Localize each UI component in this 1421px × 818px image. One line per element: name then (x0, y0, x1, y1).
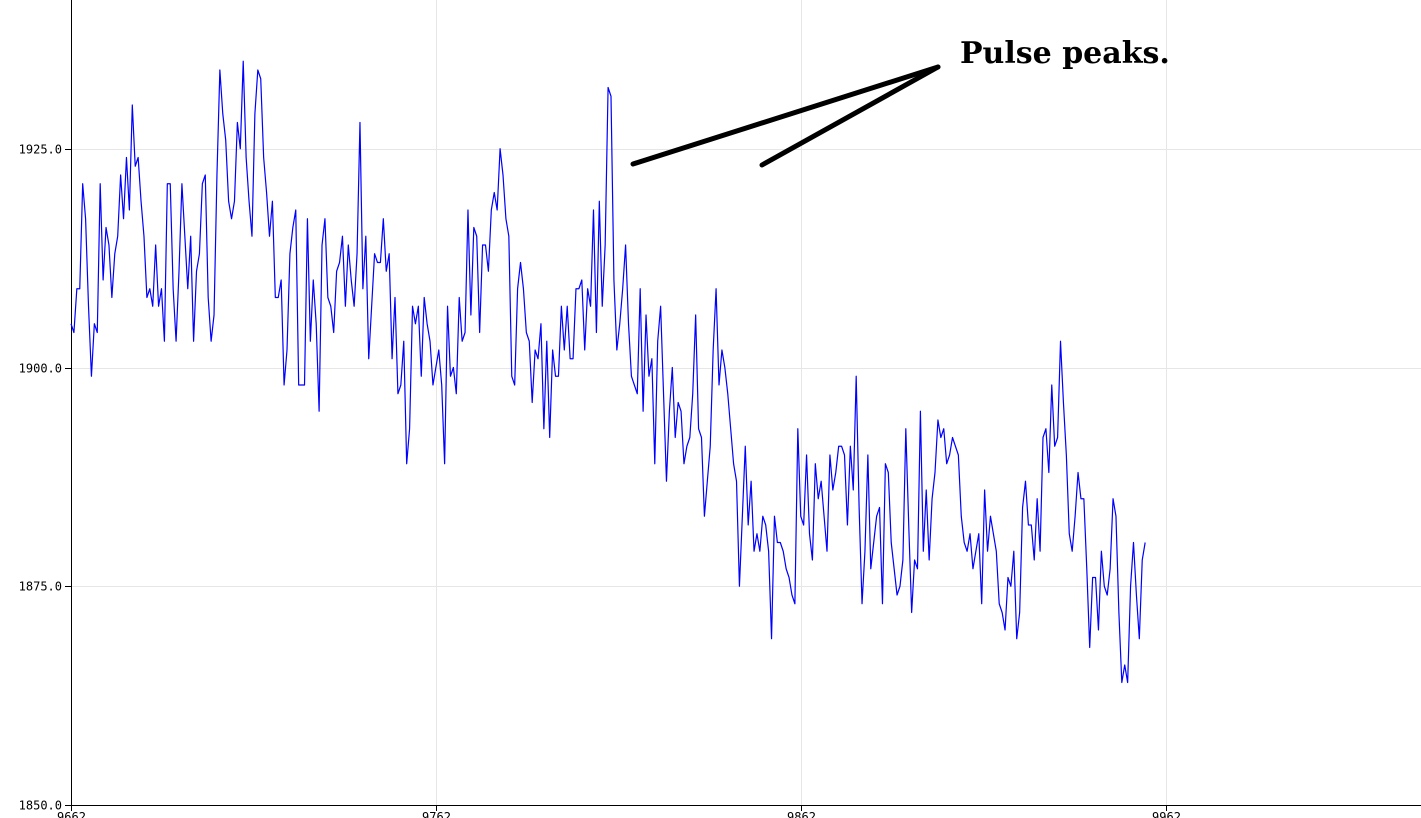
annotation-arrow-1 (630, 64, 941, 167)
y-tick-label: 1900.0 (19, 362, 62, 376)
annotation-arrow-2 (759, 64, 941, 168)
x-tick-label: 9662 (57, 810, 86, 818)
x-tick-label: 9862 (787, 810, 816, 818)
y-tick-label: 1875.0 (19, 580, 62, 594)
x-tick-label: 9762 (422, 810, 451, 818)
axes (71, 0, 1421, 806)
annotation-group: Pulse peaks. (630, 36, 1170, 168)
y-tick-label: 1925.0 (19, 143, 62, 157)
series-line (70, 60, 1146, 684)
grid-lines (71, 0, 1421, 805)
y-axis-ticks: 1850.0 1875.0 1900.0 1925.0 (19, 143, 71, 813)
annotation-text: Pulse peaks. (960, 36, 1170, 71)
y-tick-label: 1850.0 (19, 799, 62, 813)
x-axis-ticks: 9662 9762 9862 9962 (57, 805, 1181, 818)
series-group (70, 60, 1146, 684)
x-tick-label: 9962 (1152, 810, 1181, 818)
